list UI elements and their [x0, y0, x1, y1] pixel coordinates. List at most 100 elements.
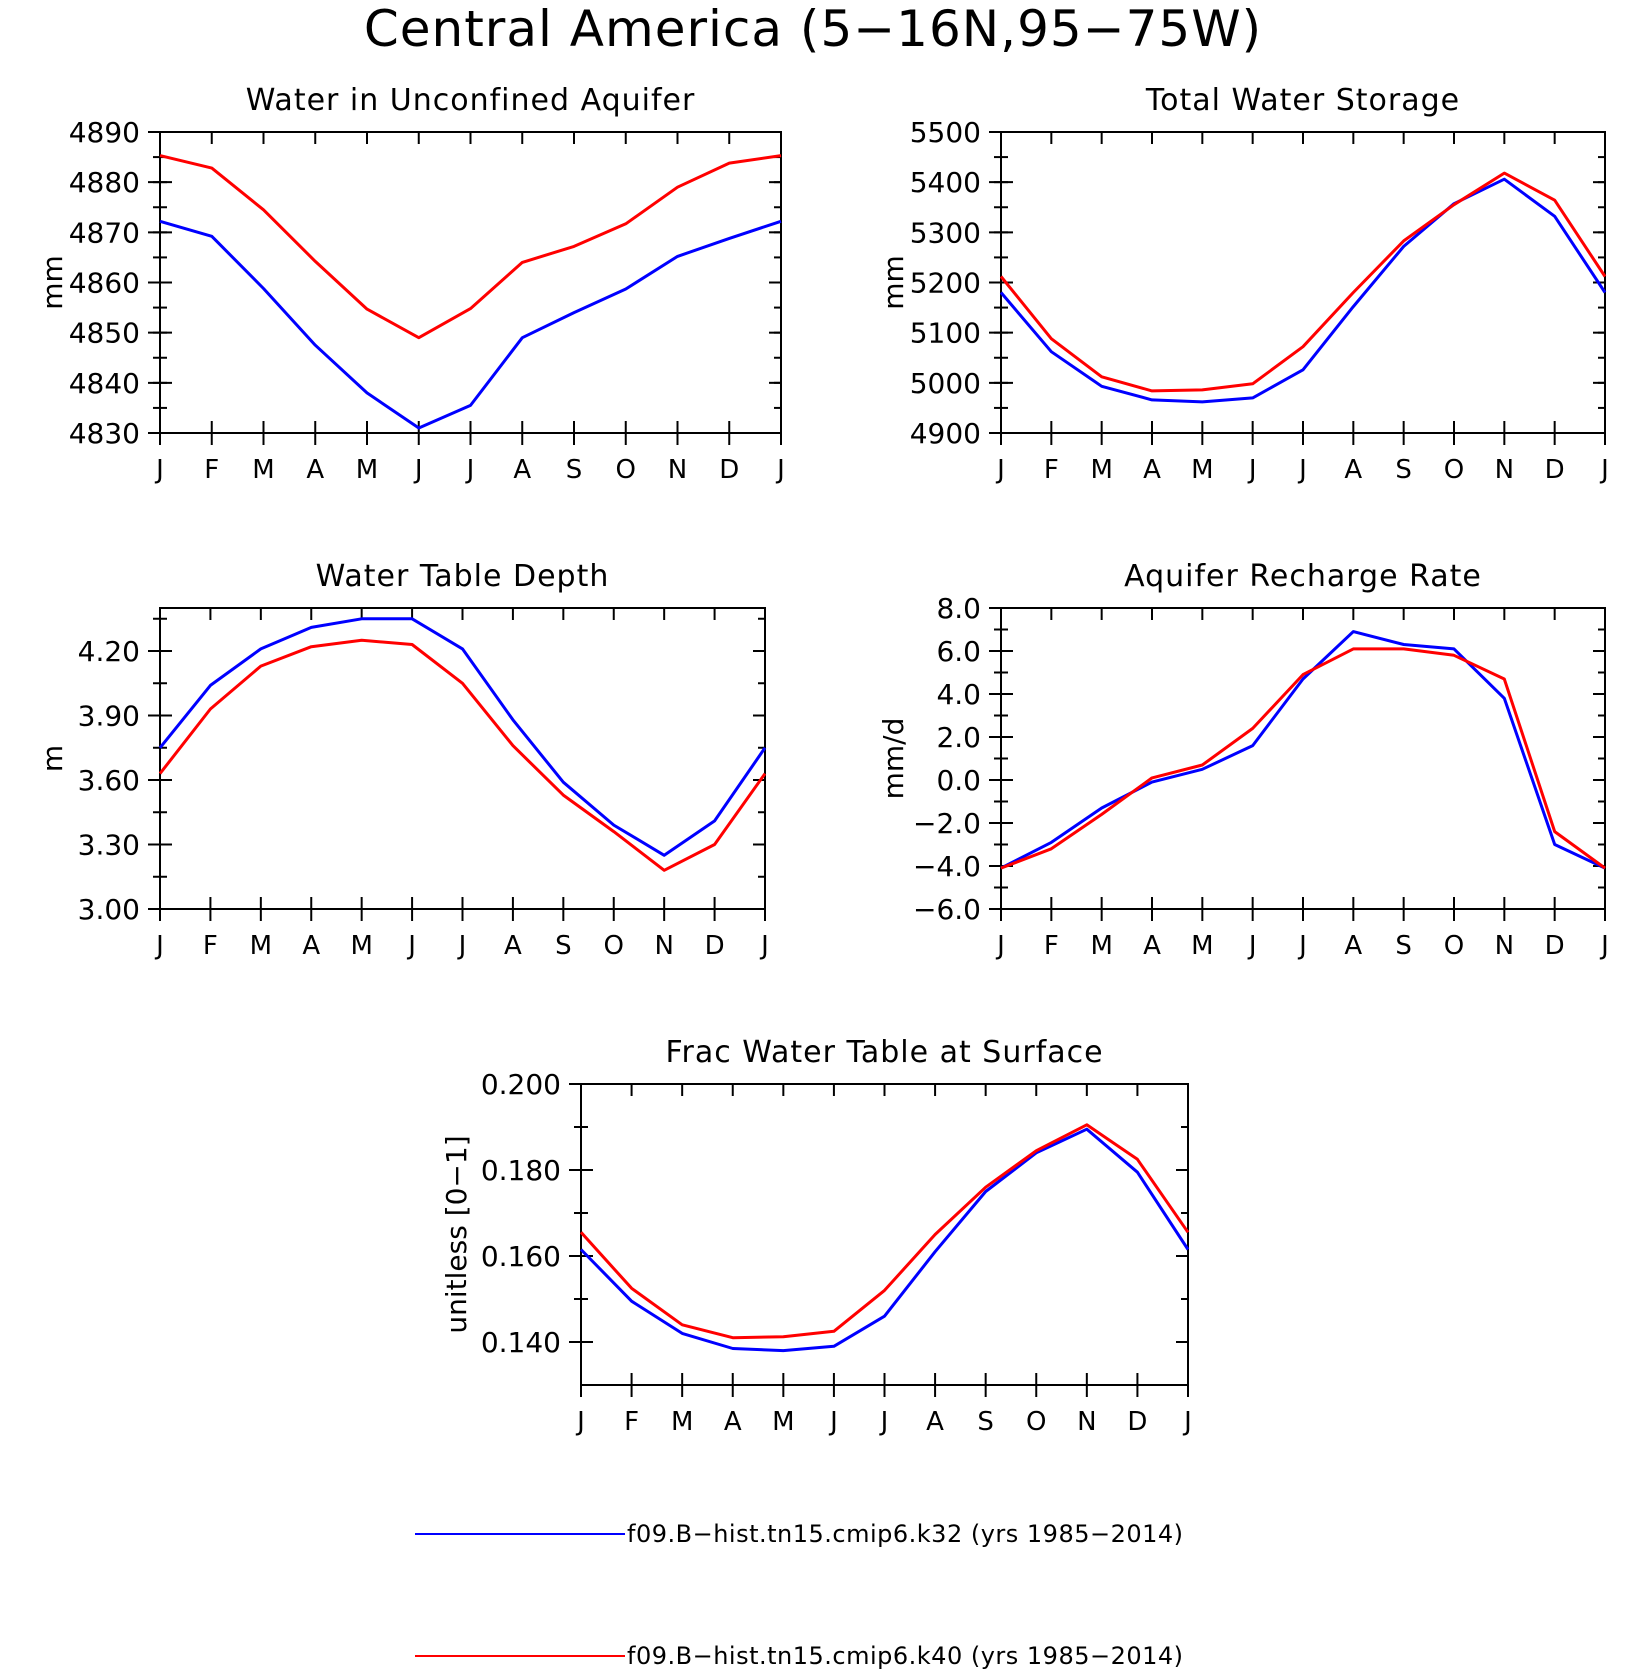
- x-tick-label: J: [1247, 455, 1257, 485]
- y-tick-label: 3.90: [78, 700, 140, 733]
- x-tick-label: M: [1191, 931, 1213, 961]
- series-line-k40: [159, 154, 782, 340]
- panel-water-table-depth-ylabel: m: [36, 745, 69, 772]
- panel-frac-water-table-at-surface-title: Frac Water Table at Surface: [665, 1035, 1103, 1070]
- x-tick-label: S: [1395, 931, 1412, 961]
- x-tick-label: J: [828, 1407, 838, 1437]
- x-tick-label: J: [1599, 931, 1609, 961]
- y-tick-label: 5300: [910, 216, 981, 249]
- y-tick-label: 4.0: [936, 678, 981, 711]
- x-tick-label: M: [772, 1407, 794, 1437]
- x-tick-label: M: [356, 455, 378, 485]
- x-tick-label: N: [654, 931, 673, 961]
- legend-entry-k40: f09.B−hist.tn15.cmip6.k40 (yrs 1985−2014…: [415, 1636, 1415, 1676]
- x-tick-label: M: [250, 931, 272, 961]
- panel-water-in-unconfined-aquifer-ylabel: mm: [36, 255, 69, 310]
- x-tick-label: J: [1247, 931, 1257, 961]
- y-tick-label: 8.0: [936, 592, 981, 625]
- series-line-k32: [159, 219, 782, 430]
- x-tick-label: N: [668, 455, 687, 485]
- series-line-k32: [579, 1127, 1190, 1353]
- x-tick-label: O: [1444, 455, 1464, 485]
- x-tick-label: N: [1495, 931, 1514, 961]
- x-tick-label: D: [1545, 455, 1565, 485]
- y-tick-label: 3.30: [78, 829, 140, 862]
- x-tick-label: A: [1143, 931, 1161, 961]
- x-tick-label: D: [719, 455, 739, 485]
- y-tick-label: 4900: [910, 417, 981, 450]
- y-tick-label: 4870: [69, 216, 140, 249]
- y-tick-label: −6.0: [913, 893, 981, 926]
- x-tick-label: M: [350, 931, 372, 961]
- panel-total-water-storage-ylabel: mm: [877, 255, 910, 310]
- legend-line-k40: [415, 1655, 625, 1657]
- x-tick-label: O: [616, 455, 636, 485]
- y-tick-label: 5000: [910, 367, 981, 400]
- x-tick-label: O: [604, 931, 624, 961]
- y-tick-label: 5100: [910, 317, 981, 350]
- x-tick-label: S: [1395, 455, 1412, 485]
- y-tick-label: 5400: [910, 166, 981, 199]
- x-tick-label: M: [1191, 455, 1213, 485]
- x-tick-label: D: [1127, 1407, 1147, 1437]
- x-tick-label: J: [879, 1407, 889, 1437]
- x-tick-label: A: [1344, 931, 1362, 961]
- x-tick-label: O: [1026, 1407, 1046, 1437]
- x-tick-label: A: [724, 1407, 742, 1437]
- x-tick-label: A: [504, 931, 522, 961]
- x-tick-label: S: [977, 1407, 994, 1437]
- x-tick-label: M: [252, 455, 274, 485]
- series-line-k40: [158, 638, 767, 872]
- y-tick-label: −2.0: [913, 807, 981, 840]
- y-tick-label: 5500: [910, 116, 981, 149]
- y-tick-label: 0.160: [481, 1240, 561, 1273]
- x-tick-label: M: [1090, 455, 1112, 485]
- x-tick-label: N: [1495, 455, 1514, 485]
- x-tick-label: D: [1545, 931, 1565, 961]
- y-tick-label: 0.140: [481, 1326, 561, 1359]
- y-tick-label: −4.0: [913, 850, 981, 883]
- legend-label-k32: f09.B−hist.tn15.cmip6.k32 (yrs 1985−2014…: [627, 1520, 1184, 1548]
- series-line-k40: [999, 171, 1607, 393]
- y-tick-label: 4880: [69, 166, 140, 199]
- x-tick-label: N: [1077, 1407, 1096, 1437]
- x-tick-label: J: [154, 931, 164, 961]
- x-tick-label: A: [1344, 455, 1362, 485]
- x-tick-label: F: [1044, 931, 1059, 961]
- x-tick-label: J: [1599, 455, 1609, 485]
- x-tick-label: J: [759, 931, 769, 961]
- y-tick-label: 3.60: [78, 764, 140, 797]
- x-tick-label: J: [775, 455, 785, 485]
- panel-total-water-storage-title: Total Water Storage: [1145, 83, 1460, 118]
- panel-aquifer-recharge-rate-frame: [1000, 607, 1606, 910]
- y-tick-label: 0.200: [481, 1068, 561, 1101]
- x-tick-label: A: [306, 455, 324, 485]
- x-tick-label: S: [566, 455, 583, 485]
- x-tick-label: A: [513, 455, 531, 485]
- series-line-k32: [999, 177, 1607, 404]
- x-tick-label: F: [1044, 455, 1059, 485]
- x-tick-label: J: [465, 455, 475, 485]
- x-tick-label: M: [671, 1407, 693, 1437]
- x-tick-label: A: [926, 1407, 944, 1437]
- x-tick-label: O: [1444, 931, 1464, 961]
- y-tick-label: 4850: [69, 317, 140, 350]
- y-tick-label: 6.0: [936, 635, 981, 668]
- x-tick-label: J: [457, 931, 467, 961]
- x-tick-label: F: [204, 455, 219, 485]
- series-line-k40: [579, 1123, 1190, 1340]
- x-tick-label: J: [575, 1407, 585, 1437]
- panel-frac-water-table-at-surface-frame: [580, 1083, 1189, 1386]
- panel-aquifer-recharge-rate-title: Aquifer Recharge Rate: [1124, 559, 1482, 594]
- legend-label-k40: f09.B−hist.tn15.cmip6.k40 (yrs 1985−2014…: [627, 1642, 1184, 1670]
- x-tick-label: J: [1182, 1407, 1192, 1437]
- x-tick-label: J: [995, 455, 1005, 485]
- panel-water-table-depth-title: Water Table Depth: [316, 559, 610, 594]
- y-tick-label: 4.20: [78, 635, 140, 668]
- y-tick-label: 5200: [910, 267, 981, 300]
- y-tick-label: 0.180: [481, 1154, 561, 1187]
- x-tick-label: A: [1143, 455, 1161, 485]
